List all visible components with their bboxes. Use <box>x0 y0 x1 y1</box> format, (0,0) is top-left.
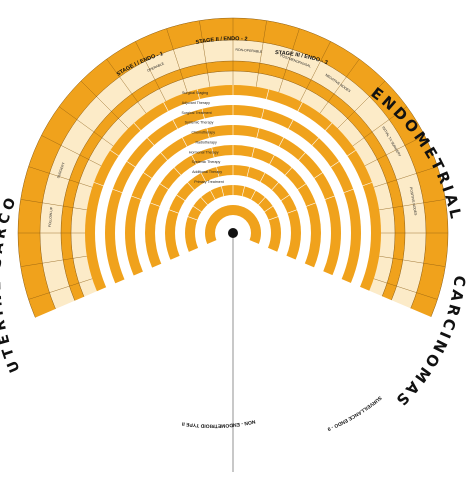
cell-divider <box>259 182 373 224</box>
sector-divider <box>199 20 211 87</box>
sector-divider <box>337 80 386 129</box>
uterine-sarcomas-label: UTERINE SARCOMAS <box>0 0 24 375</box>
category-label: Systemic Therapy <box>192 160 221 164</box>
sector-divider <box>278 28 300 93</box>
sector-divider <box>300 41 331 102</box>
sector-divider <box>379 255 446 267</box>
sector-header: POSITIVE NODES <box>409 187 418 217</box>
sector-divider <box>106 58 147 114</box>
sector-divider <box>364 135 425 166</box>
sector-header: FOLLOW-UP <box>48 206 54 227</box>
cell-divider <box>256 149 356 218</box>
cell-divider <box>239 89 270 206</box>
cell-divider <box>133 122 215 213</box>
cell-divider <box>251 122 333 213</box>
sector-divider <box>28 278 93 300</box>
category-label: Radiotherapy <box>195 140 217 144</box>
category-label: Adjuvant Therapy <box>182 101 210 105</box>
category-label: Surgical Treatment <box>181 111 211 115</box>
sector-divider <box>166 28 188 93</box>
cell-divider <box>163 102 221 209</box>
category-label: Surgical Staging <box>182 91 208 95</box>
category-labels: Surgical Staging Adjuvant Therapy Surgical… <box>181 91 223 184</box>
wheel-spokes <box>18 18 448 300</box>
sector-divider <box>135 41 166 102</box>
category-label: Additional Therapy <box>192 170 222 174</box>
sector-divider <box>20 199 87 211</box>
sector-divider <box>255 20 267 87</box>
stage-2-label: STAGE II / ENDO - 2 <box>195 36 247 46</box>
category-label: Systemic Therapy <box>185 121 214 125</box>
sector-divider <box>80 80 129 129</box>
category-label: Primary Treatment <box>194 180 224 184</box>
cell-divider <box>196 89 227 206</box>
sector-divider <box>373 166 438 188</box>
nonendometrioid-label: NON - ENDOMETRIOID TYPE II <box>181 418 256 429</box>
cell-divider <box>110 149 210 218</box>
sector-header: OPERABLE <box>147 61 166 73</box>
sector-divider <box>373 278 438 300</box>
center-hub[interactable] <box>228 228 238 238</box>
sector-divider <box>352 106 408 147</box>
cell-divider <box>93 182 207 224</box>
category-label: Hormonal Therapy <box>189 150 219 154</box>
category-label: Chemotherapy <box>192 131 216 135</box>
sector-header: SURGERY <box>56 161 66 179</box>
cell-divider <box>245 102 303 209</box>
sector-divider <box>20 255 87 267</box>
sector-divider <box>28 166 93 188</box>
pointer-window[interactable] <box>25 233 443 479</box>
sector-divider <box>319 58 360 114</box>
sector-header: NON-OPERABLE <box>235 48 263 54</box>
sector-divider <box>58 106 114 147</box>
sector-divider <box>41 135 102 166</box>
sector-divider <box>379 199 446 211</box>
